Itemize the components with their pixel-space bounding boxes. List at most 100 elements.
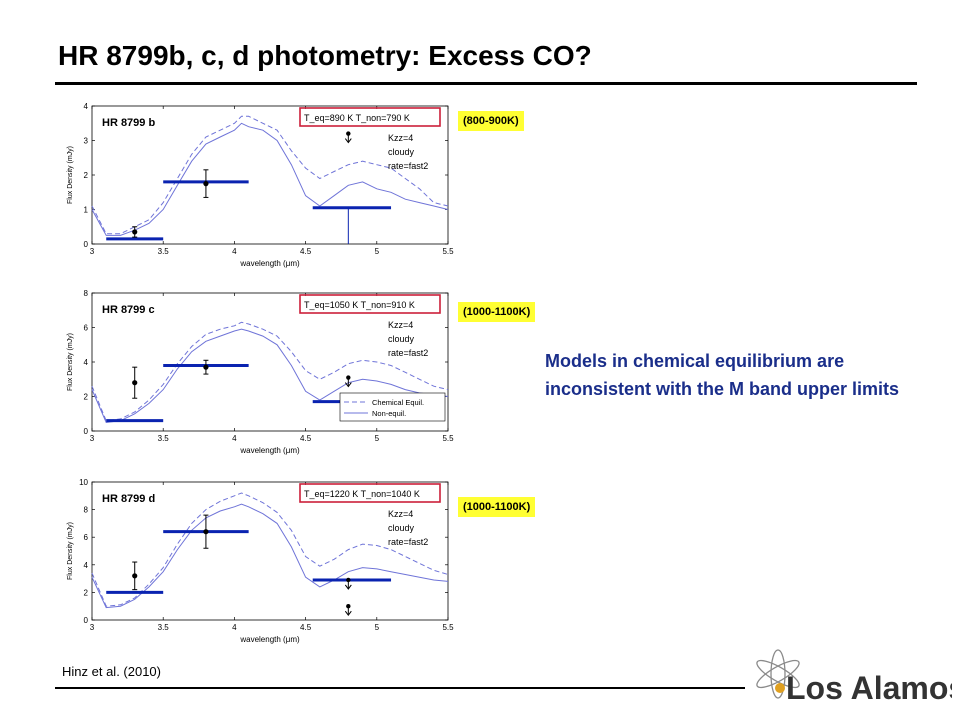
- data-point: [203, 364, 209, 370]
- x-tick-label: 4: [232, 623, 237, 632]
- y-tick-label: 6: [84, 533, 89, 542]
- panel-title: HR 8799 d: [102, 493, 155, 505]
- model-line-non-equilibrium: [91, 503, 449, 609]
- x-tick-label: 5.5: [442, 623, 454, 632]
- atom-nucleus-icon: [775, 683, 785, 693]
- model-line-equilibrium: [91, 492, 449, 607]
- upper-limit-arrow: [344, 610, 352, 617]
- x-tick-label: 4: [232, 247, 237, 256]
- citation: Hinz et al. (2010): [62, 664, 161, 679]
- temperature-range-tag-c: (1000-1100K): [458, 302, 536, 322]
- y-tick-label: 8: [84, 506, 89, 515]
- model-line-non-equilibrium: [91, 328, 449, 423]
- y-tick-label: 4: [84, 102, 89, 111]
- model-annotation: Kzz=4: [388, 320, 413, 330]
- temperature-highlight-box: [299, 107, 441, 127]
- x-tick-label: 3.5: [158, 434, 170, 443]
- model-line-equilibrium: [91, 321, 449, 422]
- legend-label: Non-equil.: [372, 409, 406, 418]
- model-annotation: rate=fast2: [388, 348, 428, 358]
- data-point: [346, 375, 351, 380]
- model-line-equilibrium: [91, 115, 449, 235]
- y-axis-label: Flux Density (mJy): [67, 522, 74, 580]
- data-point: [132, 229, 138, 235]
- chart-hr8799d: 3 3.5 4 4.5 5 5.5 0 2 4 6 8 10 wavelength (μm) Flux D…: [67, 478, 454, 644]
- title-underline: [55, 82, 917, 85]
- y-axis-label: Flux Density (mJy): [67, 146, 74, 204]
- x-tick-label: 4.5: [300, 623, 312, 632]
- model-annotation: cloudy: [388, 334, 415, 344]
- legend-box: [339, 392, 446, 422]
- x-tick-label: 5: [375, 623, 380, 632]
- temperature-label: T_eq=1050 K T_non=910 K: [304, 300, 415, 310]
- x-tick-label: 4: [232, 434, 237, 443]
- y-tick-label: 0: [84, 240, 89, 249]
- data-point: [346, 604, 351, 609]
- x-tick-label: 5: [375, 434, 380, 443]
- atom-icon: [756, 649, 800, 699]
- upper-limit-arrow: [344, 382, 352, 388]
- x-tick-label: 3.5: [158, 247, 170, 256]
- panel-title: HR 8799 c: [102, 304, 155, 316]
- y-tick-label: 6: [84, 324, 89, 333]
- model-annotation: rate=fast2: [388, 537, 428, 547]
- x-tick-label: 3.5: [158, 623, 170, 632]
- chart-panel-hr8799d: 3 3.5 4 4.5 5 5.5 0 2 4 6 8 10 wavelength (μm) Flux D…: [58, 476, 460, 646]
- chart-panel-hr8799b: 3 3.5 4 4.5 5 5.5 0 1 2 3 4 wavelength (μm) Flux Den…: [58, 100, 460, 270]
- chart-hr8799c: 3 3.5 4 4.5 5 5.5 0 2 4 6 8 wavelength (μm) Flux Den…: [67, 289, 454, 455]
- conclusion-text: Models in chemical equilibrium are incon…: [545, 351, 900, 399]
- y-tick-label: 0: [84, 616, 89, 625]
- x-axis-label: wavelength (μm): [239, 259, 300, 268]
- y-tick-label: 8: [84, 289, 89, 298]
- temperature-label: T_eq=1220 K T_non=1040 K: [304, 489, 420, 499]
- upper-limit-arrow: [344, 138, 352, 144]
- temperature-highlight-box: [299, 483, 441, 503]
- data-point: [132, 573, 138, 579]
- data-point: [132, 380, 138, 386]
- x-tick-label: 3: [90, 434, 95, 443]
- x-tick-label: 4.5: [300, 434, 312, 443]
- chart-panel-hr8799c: 3 3.5 4 4.5 5 5.5 0 2 4 6 8 wavelength (μm) Flux Den…: [58, 287, 460, 457]
- model-annotation: Kzz=4: [388, 133, 413, 143]
- model-annotation: Kzz=4: [388, 509, 413, 519]
- upper-limit-arrow: [344, 584, 352, 590]
- x-tick-label: 5.5: [442, 434, 454, 443]
- plot-frame: [91, 481, 449, 621]
- y-tick-label: 4: [84, 561, 89, 570]
- y-tick-label: 1: [84, 206, 89, 215]
- los-alamos-logo: Los Alamos: [752, 636, 960, 706]
- footer-rule: [55, 687, 745, 689]
- logo-text: Los Alamos: [786, 670, 952, 706]
- x-tick-label: 5.5: [442, 247, 454, 256]
- slide-title: HR 8799b, c, d photometry: Excess CO?: [58, 40, 592, 71]
- panel-title: HR 8799 b: [102, 117, 155, 129]
- x-tick-label: 4.5: [300, 247, 312, 256]
- y-tick-label: 10: [79, 478, 88, 487]
- x-tick-label: 5: [375, 247, 380, 256]
- model-annotation: cloudy: [388, 523, 415, 533]
- x-tick-label: 3: [90, 623, 95, 632]
- data-point: [346, 131, 351, 136]
- y-tick-label: 2: [84, 588, 89, 597]
- y-tick-label: 0: [84, 427, 89, 436]
- temperature-label: T_eq=890 K T_non=790 K: [304, 113, 410, 123]
- y-tick-label: 3: [84, 137, 89, 146]
- data-point: [203, 181, 209, 187]
- model-annotation: cloudy: [388, 147, 415, 157]
- temperature-highlight-box: [299, 294, 441, 314]
- y-tick-label: 2: [84, 393, 89, 402]
- temperature-range-tag-d: (1000-1100K): [458, 497, 536, 517]
- y-axis-label: Flux Density (mJy): [67, 333, 74, 391]
- y-tick-label: 2: [84, 171, 89, 180]
- model-annotation: rate=fast2: [388, 161, 428, 171]
- data-point: [203, 529, 209, 535]
- x-axis-label: wavelength (μm): [239, 635, 300, 644]
- temperature-range-tag-b: (800-900K): [458, 111, 524, 131]
- data-point: [346, 577, 351, 583]
- x-tick-label: 3: [90, 247, 95, 256]
- x-axis-label: wavelength (μm): [239, 446, 300, 455]
- y-tick-label: 4: [84, 358, 89, 367]
- legend-label: Chemical Equil.: [372, 398, 424, 407]
- model-line-non-equilibrium: [91, 122, 449, 236]
